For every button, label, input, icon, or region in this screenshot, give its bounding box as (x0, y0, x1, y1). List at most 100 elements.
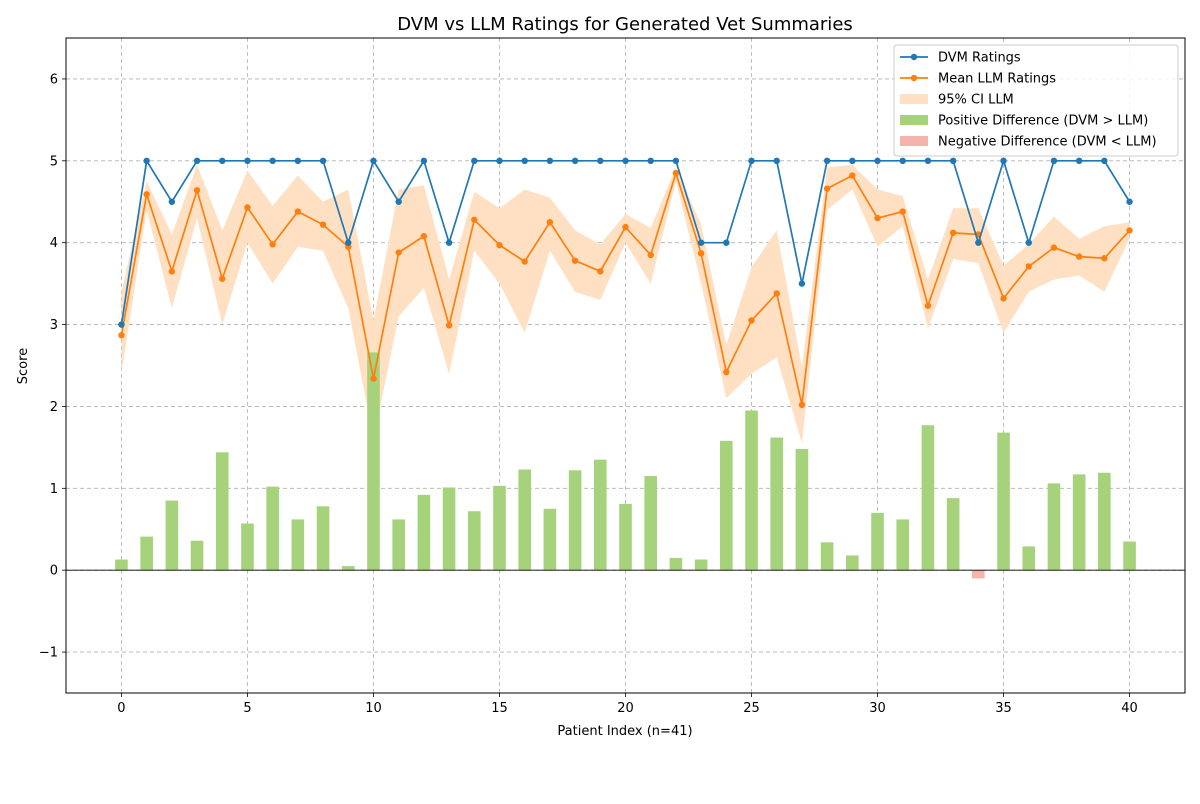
dvm-rating-point (345, 239, 352, 246)
difference-bars (115, 352, 1136, 579)
legend: DVM Ratings Mean LLM Ratings 95% CI LLM Pos… (893, 44, 1179, 157)
dvm-rating-point (471, 157, 478, 165)
dvm-rating-point (168, 198, 176, 205)
x-axis-label: Patient Index (n=41) (557, 724, 692, 739)
positive-difference-bar (140, 536, 153, 571)
dvm-rating-point (849, 157, 856, 165)
positive-difference-bar (266, 486, 279, 571)
dvm-rating-point (445, 239, 453, 246)
legend-fill-swatch (900, 94, 928, 104)
positive-difference-bar (871, 512, 884, 571)
positive-difference-bar (820, 542, 834, 571)
y-tick-label: 0 (50, 564, 58, 579)
x-tick-label: 40 (1121, 701, 1138, 716)
llm-rating-point (773, 290, 780, 297)
llm-rating-point (168, 268, 176, 275)
llm-rating-point (798, 401, 806, 408)
positive-difference-bar (770, 437, 784, 571)
dvm-rating-point (546, 157, 554, 165)
positive-difference-bar (568, 470, 582, 571)
positive-difference-bar (316, 506, 330, 571)
dvm-rating-point (622, 157, 629, 165)
x-tick-label: 15 (491, 701, 508, 716)
legend-label: Positive Difference (DVM > LLM) (938, 114, 1148, 129)
dvm-rating-point (597, 157, 604, 165)
llm-rating-point (420, 232, 428, 240)
positive-difference-bar (1047, 483, 1061, 571)
llm-rating-point (1101, 255, 1108, 262)
llm-rating-point (546, 219, 554, 226)
dvm-rating-point (773, 157, 780, 165)
dvm-rating-point (798, 280, 806, 287)
positive-difference-bar (1072, 474, 1086, 571)
llm-rating-point (647, 251, 654, 259)
y-tick-label: 2 (50, 400, 58, 415)
dvm-rating-point (924, 157, 932, 165)
llm-rating-point (899, 208, 906, 215)
positive-difference-bar (896, 519, 910, 571)
llm-rating-point (1050, 244, 1058, 251)
positive-difference-bar (694, 559, 708, 571)
dvm-rating-point (1000, 157, 1007, 165)
dvm-rating-point (975, 239, 982, 246)
positive-difference-bar (1022, 546, 1036, 571)
llm-rating-point (849, 172, 856, 179)
llm-rating-point (622, 223, 629, 231)
rating-lines (118, 157, 1133, 408)
legend-marker-swatch (910, 53, 918, 61)
dvm-rating-point (1050, 157, 1058, 165)
llm-rating-point (597, 268, 604, 275)
positive-difference-bar (467, 511, 481, 571)
llm-rating-point (697, 250, 705, 257)
legend-label: Negative Difference (DVM < LLM) (938, 135, 1157, 150)
positive-difference-bar (291, 519, 305, 571)
positive-difference-bar (165, 500, 179, 571)
dvm-rating-point (269, 157, 276, 165)
positive-difference-bar (921, 425, 935, 571)
llm-rating-point (1025, 263, 1032, 270)
llm-rating-point (1000, 295, 1007, 302)
y-tick-label: 3 (50, 318, 58, 333)
positive-difference-bar (392, 519, 405, 571)
x-tick-label: 0 (117, 701, 125, 716)
dvm-rating-point (748, 157, 755, 165)
y-tick-label: 6 (50, 72, 58, 87)
dvm-rating-point (1126, 198, 1133, 205)
llm-rating-point (118, 332, 125, 339)
dvm-rating-point (1101, 157, 1108, 165)
positive-difference-bar (190, 540, 204, 571)
y-axis-label: Score (16, 348, 31, 384)
dvm-rating-point (319, 157, 327, 165)
llm-rating-point (823, 185, 831, 192)
y-axis-ticks: −1 0 1 2 3 4 5 6 (39, 72, 66, 661)
dvm-rating-point (219, 157, 226, 165)
positive-difference-bar (493, 485, 506, 571)
positive-difference-bar (946, 498, 960, 571)
x-tick-label: 5 (243, 701, 251, 716)
positive-difference-bar (745, 410, 758, 571)
llm-rating-point (874, 214, 881, 222)
llm-rating-point (723, 368, 730, 376)
dvm-rating-point (874, 157, 881, 165)
dvm-rating-point (571, 157, 579, 165)
x-tick-label: 25 (743, 701, 760, 716)
legend-label: 95% CI LLM (938, 93, 1014, 108)
legend-label: DVM Ratings (938, 51, 1021, 66)
positive-difference-bar (669, 557, 683, 571)
positive-difference-bar (720, 440, 733, 571)
negative-difference-bar (972, 570, 985, 579)
positive-difference-bar (341, 566, 355, 571)
positive-difference-bar (997, 432, 1010, 571)
positive-difference-bar (1123, 541, 1136, 571)
llm-rating-point (1126, 227, 1133, 234)
positive-difference-bar (518, 469, 531, 571)
positive-difference-bar (442, 487, 456, 571)
positive-difference-bar (644, 476, 658, 571)
dvm-rating-point (723, 239, 730, 246)
llm-rating-point (471, 216, 478, 223)
legend-label: Mean LLM Ratings (938, 72, 1056, 87)
dvm-rating-point (118, 321, 125, 328)
llm-rating-point (672, 169, 680, 177)
positive-difference-bar (1098, 472, 1111, 571)
